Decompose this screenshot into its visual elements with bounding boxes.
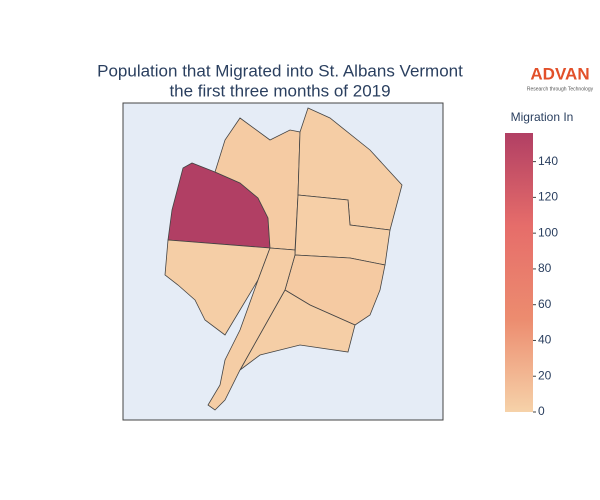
chart-title: Population that Migrated into St. Albans… <box>97 61 463 80</box>
region <box>239 289 356 371</box>
chart-subtitle: the first three months of 2019 <box>169 81 390 100</box>
colorbar-tick-label: 20 <box>538 368 552 382</box>
region <box>207 247 296 411</box>
colorbar-title: Migration In <box>511 110 574 124</box>
colorbar <box>505 133 533 412</box>
colorbar-tick-label: 140 <box>538 154 558 168</box>
colorbar-tick-label: 60 <box>538 297 552 311</box>
colorbar-tick-label: 0 <box>538 404 545 418</box>
colorbar-tick-label: 120 <box>538 190 558 204</box>
colorbar-tick-label: 100 <box>538 225 558 239</box>
logo: ADVAN <box>530 64 589 83</box>
colorbar-tick-label: 40 <box>538 333 552 347</box>
colorbar-tick-label: 80 <box>538 261 552 275</box>
logo-tagline: Research through Technology <box>527 86 594 92</box>
